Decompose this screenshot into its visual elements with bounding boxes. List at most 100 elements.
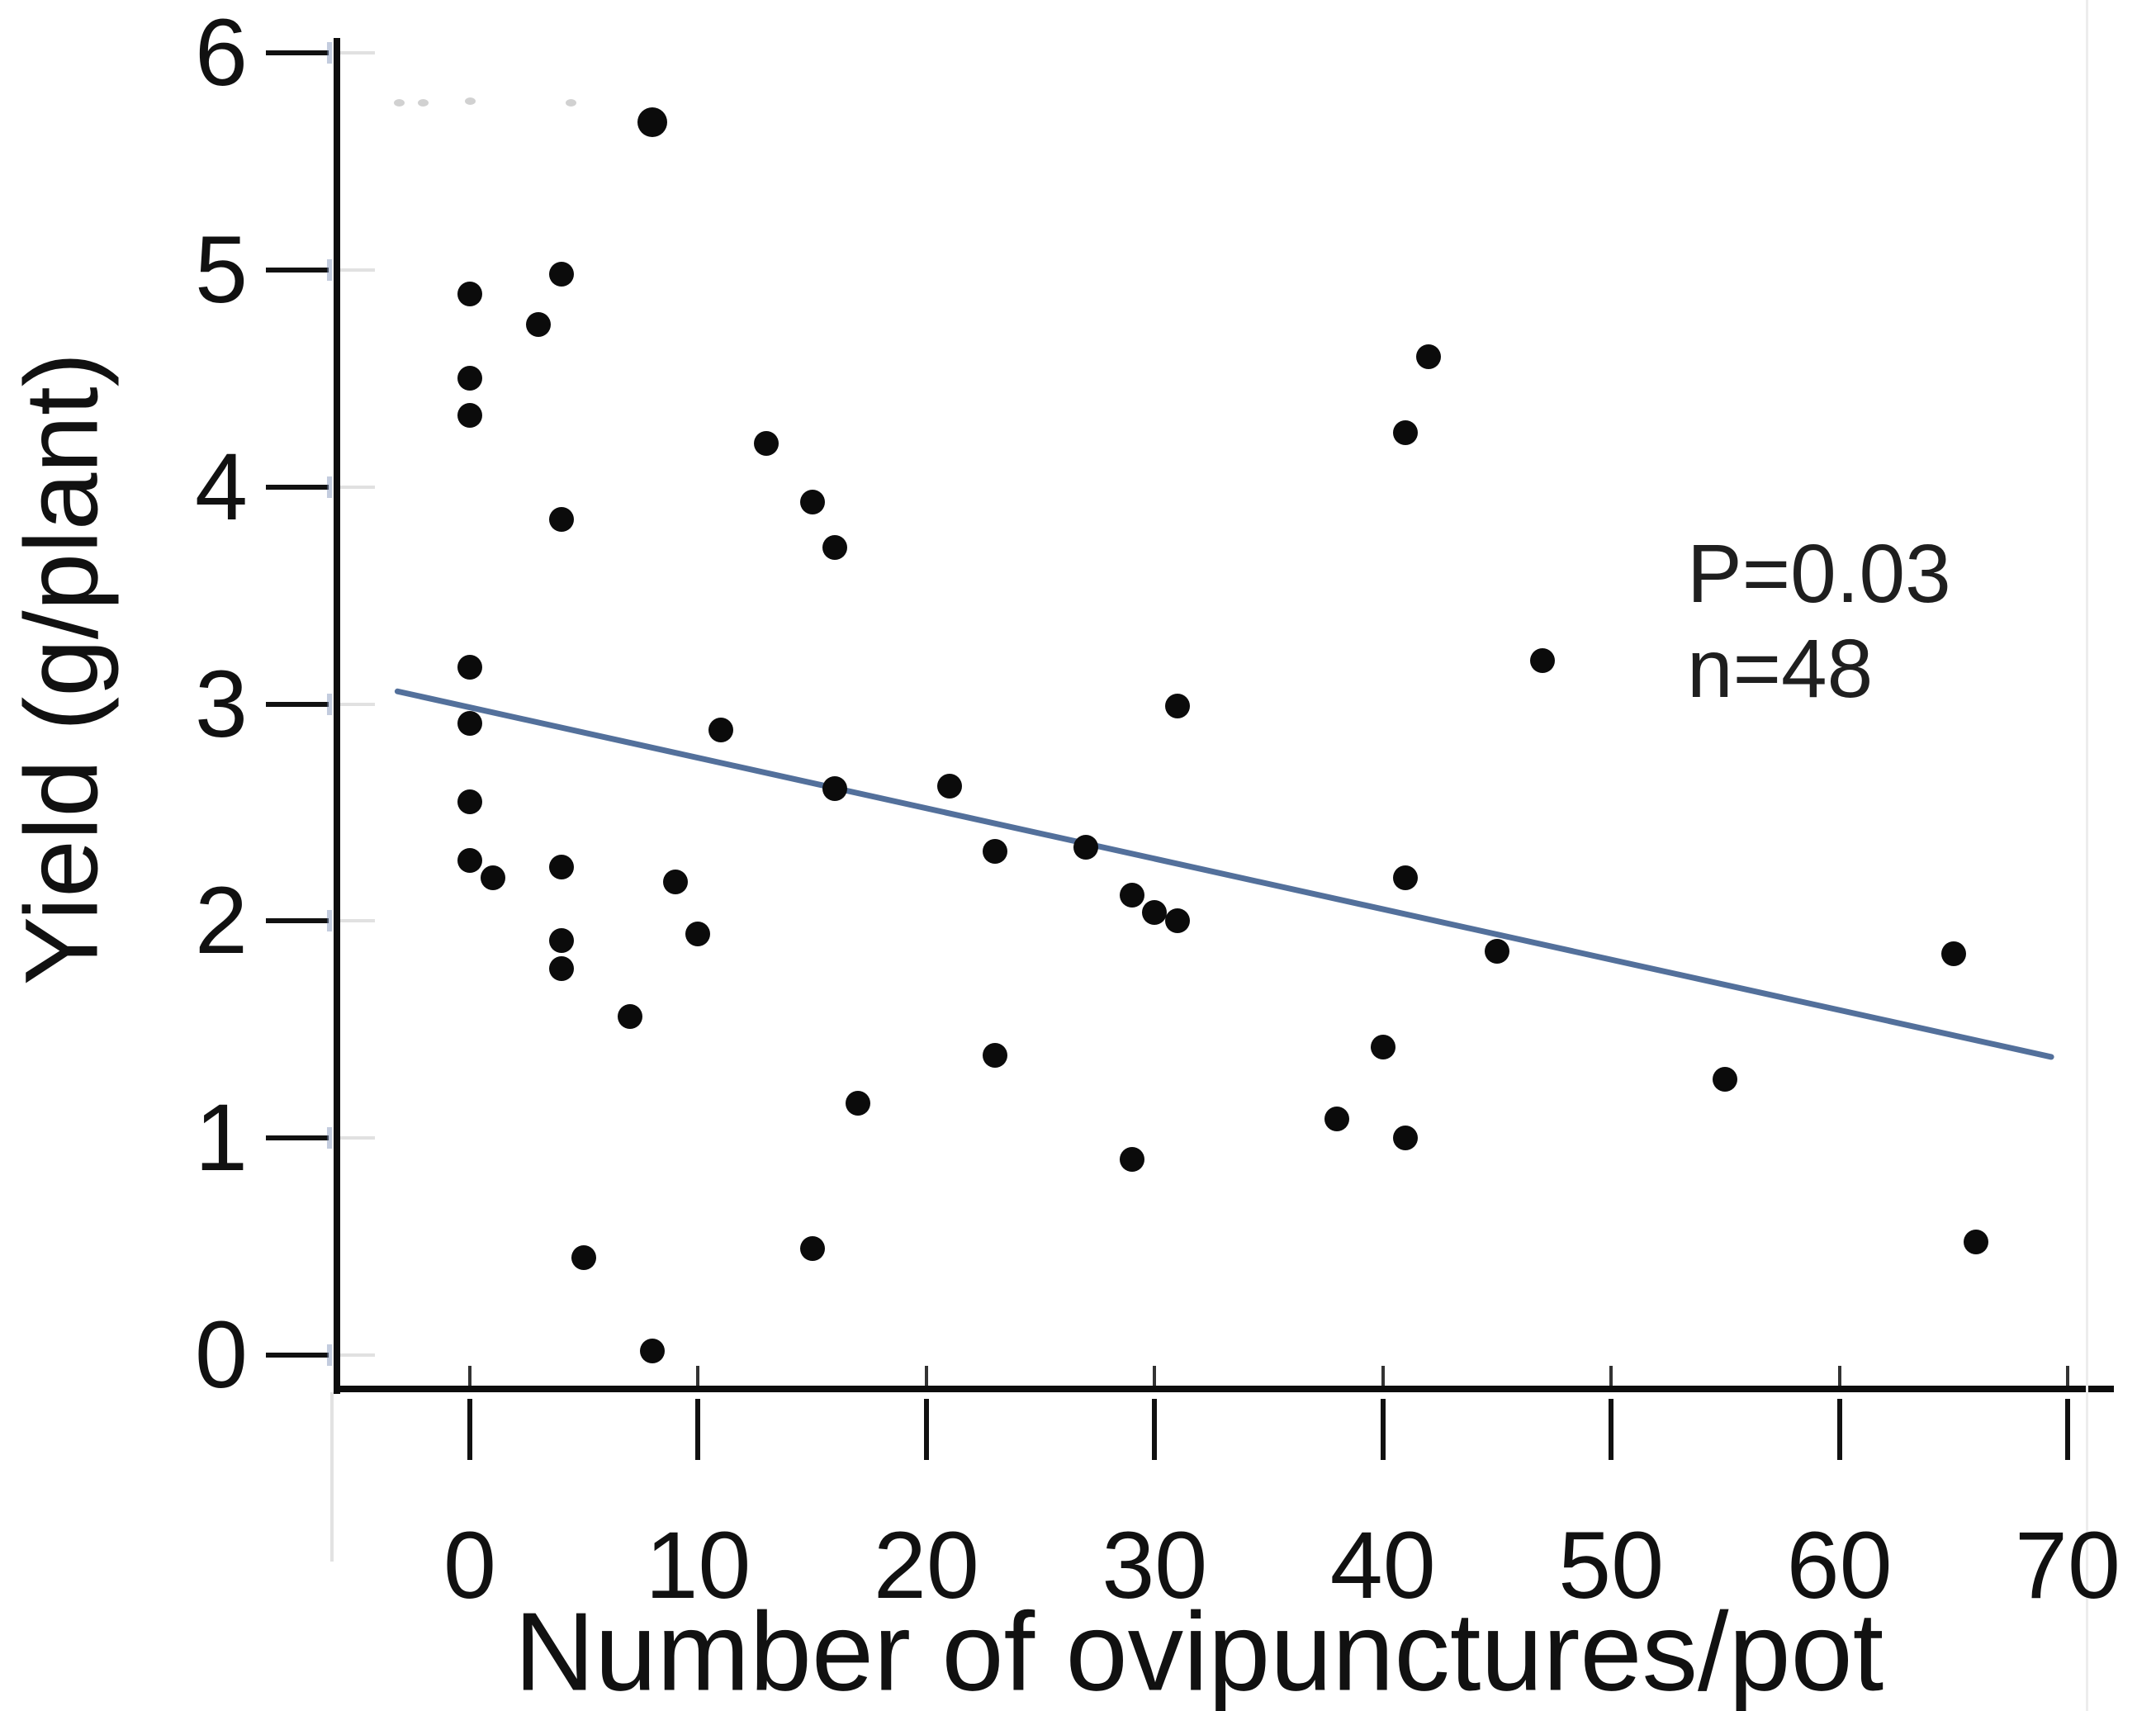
x-tick-label: 40 <box>1329 1513 1436 1619</box>
data-point <box>1370 1034 1395 1059</box>
data-point <box>1119 882 1144 908</box>
data-point <box>754 431 779 457</box>
y-tick-artifact <box>327 693 332 715</box>
data-point <box>799 1236 825 1262</box>
data-point <box>1164 908 1190 934</box>
data-point <box>525 311 551 337</box>
data-point <box>1324 1106 1350 1131</box>
y-tick-artifact <box>327 476 332 498</box>
x-tick-stub <box>1837 1366 1841 1386</box>
data-point <box>662 870 688 895</box>
data-point <box>637 107 668 138</box>
y-axis-line <box>334 38 340 1394</box>
x-tick-mark <box>695 1399 701 1460</box>
y-tick-mark <box>266 484 329 490</box>
y-tick-mark <box>266 918 329 924</box>
data-point <box>457 654 482 680</box>
n-value-text: n=48 <box>1687 623 1874 715</box>
y-tick-artifact <box>327 1127 332 1149</box>
x-axis-line <box>334 1386 2114 1392</box>
y-tick-ghost <box>340 919 375 923</box>
y-tick-ghost <box>340 485 375 489</box>
data-point <box>1119 1147 1144 1173</box>
x-tick-label: 0 <box>443 1513 496 1619</box>
x-tick-stub <box>468 1366 471 1386</box>
x-tick-label: 20 <box>873 1513 979 1619</box>
x-tick-label: 70 <box>2015 1513 2120 1619</box>
x-tick-stub <box>1609 1366 1613 1386</box>
data-point <box>548 854 574 879</box>
x-tick-stub <box>2066 1366 2069 1386</box>
x-tick-label: 50 <box>1558 1513 1665 1619</box>
stats-annotation: P=0.03 n=48 <box>1687 527 1951 717</box>
data-point <box>617 1003 642 1029</box>
data-point <box>1416 344 1441 369</box>
trend-line <box>394 688 2055 1061</box>
x-tick-label: 10 <box>645 1513 751 1619</box>
data-point <box>685 922 711 947</box>
data-point <box>548 927 574 953</box>
y-tick-label: 6 <box>195 0 248 107</box>
x-tick-stub <box>696 1366 700 1386</box>
x-tick-mark <box>1609 1399 1614 1460</box>
faded-point-artifact <box>565 99 576 107</box>
data-point <box>640 1338 666 1363</box>
y-tick-mark <box>266 50 329 56</box>
data-point <box>708 718 734 743</box>
data-point <box>1393 419 1419 445</box>
y-tick-ghost <box>340 702 375 706</box>
y-tick-ghost <box>340 1136 375 1140</box>
page-edge-artifact <box>2086 0 2088 1711</box>
x-tick-mark <box>1380 1399 1386 1460</box>
y-axis-ghost-extension <box>330 1392 334 1562</box>
x-tick-label: 60 <box>1786 1513 1893 1619</box>
data-point <box>1164 694 1190 719</box>
x-tick-stub <box>1153 1366 1157 1386</box>
data-point <box>457 847 482 873</box>
data-point <box>457 366 482 391</box>
x-tick-stub <box>1381 1366 1385 1386</box>
data-point <box>982 1043 1007 1069</box>
y-tick-label: 3 <box>195 651 248 757</box>
data-point <box>1073 834 1099 860</box>
data-point <box>571 1244 597 1270</box>
data-point <box>1713 1067 1738 1092</box>
x-tick-mark <box>1836 1399 1842 1460</box>
y-tick-label: 5 <box>195 216 248 323</box>
data-point <box>1393 865 1419 890</box>
faded-point-artifact <box>418 99 429 107</box>
x-tick-mark <box>2065 1399 2070 1460</box>
y-tick-artifact <box>327 42 332 64</box>
y-tick-ghost <box>340 1353 375 1357</box>
x-axis-title: Number of ovipunctures/pot <box>514 1589 1884 1711</box>
y-tick-mark <box>266 1135 329 1141</box>
data-point <box>457 711 482 737</box>
data-point <box>548 956 574 982</box>
y-tick-mark <box>266 701 329 707</box>
data-point <box>822 776 848 801</box>
data-point <box>936 774 962 799</box>
y-tick-label: 2 <box>195 868 248 974</box>
faded-point-artifact <box>394 99 405 107</box>
data-point <box>799 490 825 515</box>
y-tick-mark <box>266 1353 329 1358</box>
data-point <box>480 865 505 890</box>
data-point <box>457 281 482 306</box>
y-tick-label: 0 <box>195 1302 248 1408</box>
data-point <box>845 1091 870 1116</box>
data-point <box>1940 941 1966 966</box>
y-tick-mark <box>266 267 329 273</box>
y-tick-label: 4 <box>195 434 248 540</box>
data-point <box>457 402 482 428</box>
data-point <box>1142 899 1168 925</box>
data-point <box>1393 1126 1419 1151</box>
x-tick-label: 30 <box>1102 1513 1208 1619</box>
x-tick-stub <box>924 1366 928 1386</box>
faded-point-artifact <box>465 97 476 105</box>
y-tick-ghost <box>340 268 375 272</box>
y-tick-artifact <box>327 910 332 932</box>
data-point <box>457 789 482 814</box>
data-point <box>548 262 574 287</box>
x-tick-mark <box>1152 1399 1158 1460</box>
